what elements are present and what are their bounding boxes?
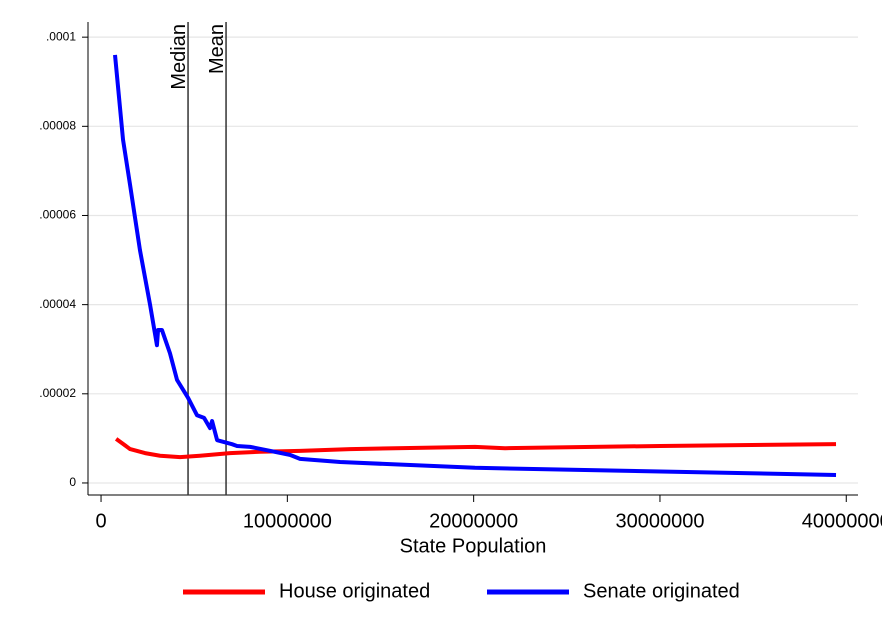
y-tick-label: .0001 [46,29,76,43]
x-tick-label: 40000000 [802,510,882,532]
reference-label: Median [168,24,190,90]
y-tick-label: .00006 [39,208,76,222]
reference-label: Mean [206,24,228,74]
y-tick-label: 0 [69,475,76,489]
x-tick-label: 30000000 [615,510,704,532]
y-tick-label: .00008 [39,118,76,132]
x-tick-label: 0 [95,510,106,532]
line-series [114,437,837,460]
legend-label: Senate originated [583,580,740,602]
x-tick-label: 10000000 [243,510,332,532]
y-tick-label: .00002 [39,386,76,400]
x-tick-label: 20000000 [429,510,518,532]
line-series [113,54,837,477]
legend-label: House originated [279,580,430,602]
x-axis-title: State Population [400,535,547,557]
y-tick-label: .00004 [39,297,76,311]
